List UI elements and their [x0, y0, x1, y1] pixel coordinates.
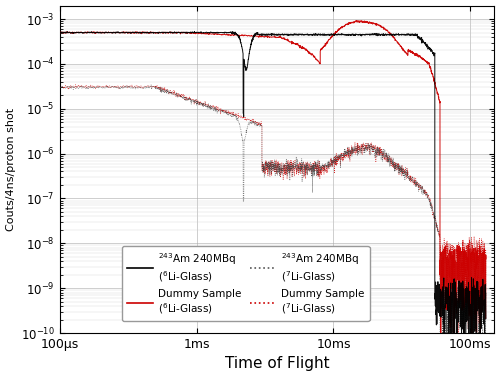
Legend: $^{243}$Am 240MBq
($^{6}$Li-Glass), Dummy Sample
($^{6}$Li-Glass), $^{243}$Am 24: $^{243}$Am 240MBq ($^{6}$Li-Glass), Dumm…	[122, 246, 370, 321]
X-axis label: Time of Flight: Time of Flight	[225, 356, 330, 371]
Y-axis label: Couts/4ns/proton shot: Couts/4ns/proton shot	[6, 108, 16, 231]
